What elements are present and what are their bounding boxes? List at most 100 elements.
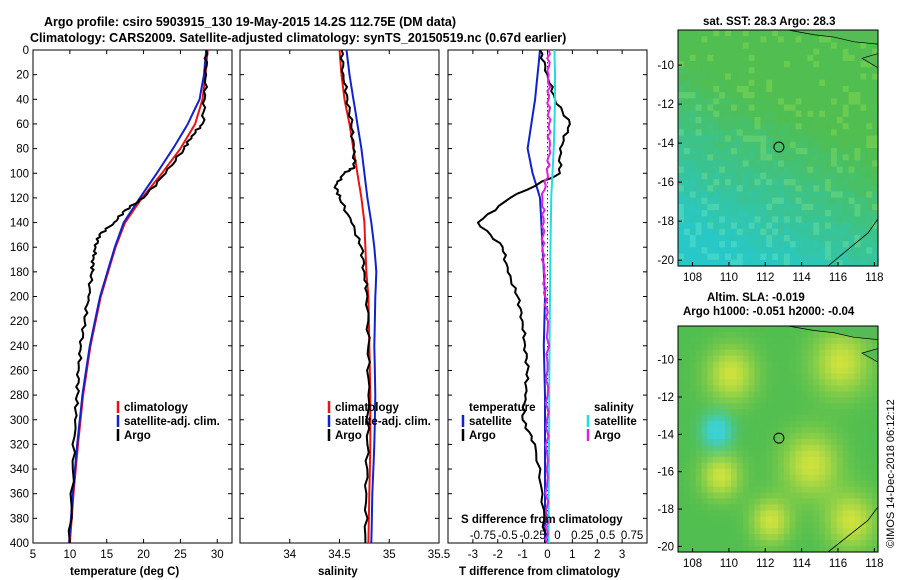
map-cell [766, 228, 773, 236]
map-cell [701, 361, 709, 369]
map-cell [830, 166, 838, 174]
map-cell [701, 185, 709, 193]
map-cell [801, 216, 809, 224]
map-cell [713, 135, 720, 143]
map-cell [707, 421, 714, 428]
map-cell [795, 216, 803, 224]
map-cell [783, 510, 791, 517]
map-cell [772, 166, 779, 174]
map-cell [748, 450, 756, 458]
map-cell [848, 197, 856, 205]
map-cell [719, 259, 726, 267]
map-cell [830, 480, 838, 488]
map-cell [742, 154, 750, 162]
lat-tick-label: -14 [657, 429, 674, 441]
map-cell [819, 415, 826, 422]
map-cell [719, 241, 726, 248]
map-cell [736, 104, 744, 112]
map-cell [742, 403, 750, 410]
map-cell [813, 355, 820, 363]
map-cell [742, 98, 750, 106]
map-cell [754, 474, 761, 482]
map-cell [683, 73, 691, 81]
map-cell [836, 61, 844, 68]
map-cell [719, 228, 726, 236]
map-cell [866, 397, 873, 404]
map-cell [683, 197, 691, 205]
map-cell [719, 415, 726, 422]
map-cell [678, 253, 685, 261]
map-cell [695, 337, 703, 345]
map-cell [701, 540, 709, 547]
map-cell [807, 98, 814, 106]
map-cell [778, 343, 785, 351]
map-cell [789, 30, 797, 37]
map-cell [707, 116, 714, 124]
map-cell [860, 222, 867, 230]
map-cell [819, 331, 826, 339]
map-cell [725, 397, 732, 404]
map-cell [754, 326, 761, 333]
map-cell [736, 534, 744, 541]
map-cell [683, 450, 691, 458]
map-cell [754, 361, 761, 369]
map-cell [748, 421, 756, 428]
map-cell [860, 135, 867, 143]
map-cell [701, 397, 709, 404]
map-cell [830, 36, 838, 44]
map-cell [854, 492, 861, 500]
map-cell [860, 427, 867, 434]
map-cell [807, 216, 814, 224]
map-cell [825, 197, 832, 205]
map-cell [678, 492, 685, 500]
map-cell [730, 439, 738, 446]
series-line-argo [333, 49, 371, 544]
map-cell [842, 433, 850, 440]
map-cell [807, 439, 814, 446]
map-cell [754, 468, 761, 476]
map-cell [772, 123, 779, 130]
lon-tick-label: 108 [683, 558, 702, 570]
map-cell [713, 191, 720, 199]
map-cell [836, 397, 844, 404]
map-cell [678, 197, 685, 205]
map-cell [819, 185, 826, 193]
map-cell [713, 427, 720, 434]
map-cell [807, 427, 814, 434]
map-cell [701, 331, 709, 339]
map-cell [695, 104, 703, 112]
map-cell [707, 462, 714, 470]
map-cell [725, 154, 732, 162]
map-cell [825, 98, 832, 106]
map-cell [772, 141, 779, 149]
map-cell [830, 79, 838, 87]
map-cell [742, 222, 750, 230]
map-cell [807, 397, 814, 404]
map-cell [854, 210, 861, 217]
map-cell [701, 480, 709, 488]
map-cell [795, 247, 803, 255]
map-cell [807, 67, 814, 75]
map-cell [760, 433, 767, 440]
map-cell [707, 326, 714, 333]
map-cell [719, 403, 726, 410]
map-cell [836, 421, 844, 428]
map-cell [760, 504, 767, 511]
map-cell [725, 79, 732, 87]
map-cell [683, 228, 691, 236]
map-cell [701, 160, 709, 168]
map-cell [754, 197, 761, 205]
map-cell [872, 166, 879, 174]
map-cell [807, 160, 814, 168]
map-cell [766, 528, 773, 535]
map-cell [819, 480, 826, 488]
map-cell [860, 160, 867, 168]
map-cell [707, 546, 714, 553]
map-cell [772, 421, 779, 428]
map-cell [748, 222, 756, 230]
map-cell [678, 528, 685, 535]
map-cell [830, 234, 838, 242]
map-cell [836, 129, 844, 137]
map-cell [860, 166, 867, 174]
map-cell [866, 373, 873, 381]
